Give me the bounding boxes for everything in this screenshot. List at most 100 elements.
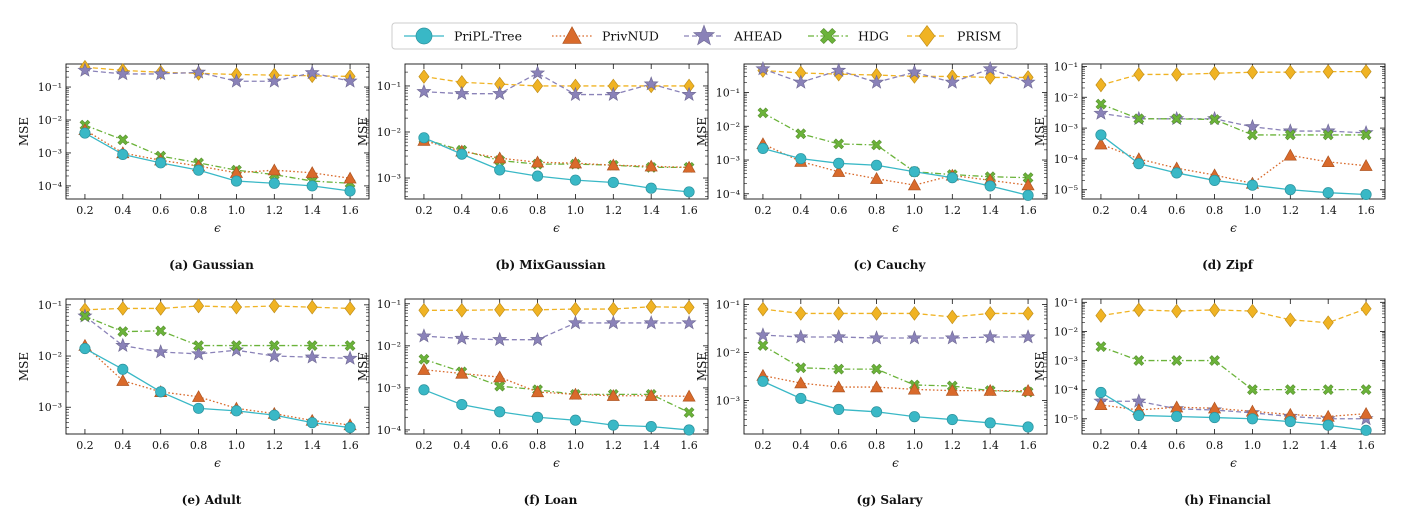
data-point-pripl-tree bbox=[645, 421, 657, 433]
y-tick-label: 10⁻³ bbox=[1054, 355, 1078, 368]
x-axis-label: ϵ bbox=[1230, 456, 1237, 470]
data-point-ahead bbox=[115, 66, 131, 81]
legend-label-privnud: PrivNUD bbox=[602, 29, 659, 44]
panel-caption: (c) Cauchy bbox=[854, 258, 927, 272]
x-tick-label: 1.6 bbox=[341, 439, 359, 452]
data-point-hdg bbox=[795, 128, 807, 140]
x-tick-label: 0.2 bbox=[754, 204, 772, 217]
x-tick-label: 0.2 bbox=[415, 439, 433, 452]
series-line-pripl-tree bbox=[762, 380, 1029, 428]
data-point-prism bbox=[117, 301, 129, 316]
y-tick-label: 10⁻⁴ bbox=[1054, 153, 1079, 166]
data-point-privnud bbox=[945, 383, 959, 396]
data-point-privnud bbox=[606, 158, 620, 171]
data-point-prism bbox=[1095, 308, 1107, 323]
data-point-prism bbox=[569, 301, 581, 317]
x-tick-label: 0.2 bbox=[415, 204, 433, 217]
y-tick-label: 10⁻⁴ bbox=[1054, 384, 1079, 397]
data-point-prism bbox=[456, 302, 468, 318]
y-axis-label: MSE bbox=[695, 352, 709, 381]
x-tick-label: 1.4 bbox=[642, 439, 660, 452]
data-point-hdg bbox=[1171, 355, 1183, 366]
panel-caption: (h) Financial bbox=[1184, 493, 1271, 507]
axes-frame bbox=[743, 298, 1048, 435]
data-point-ahead bbox=[530, 65, 546, 80]
data-point-hdg bbox=[833, 138, 845, 150]
axes-frame bbox=[1081, 63, 1386, 200]
data-point-pripl-tree bbox=[1246, 179, 1258, 191]
series-pripl-tree bbox=[418, 132, 695, 198]
data-point-prism bbox=[193, 298, 205, 314]
series-ahead bbox=[416, 65, 697, 101]
y-tick-label: 10⁻³ bbox=[716, 154, 740, 167]
axes-frame bbox=[404, 63, 709, 200]
x-tick-label: 0.6 bbox=[491, 204, 509, 217]
data-point-pripl-tree bbox=[494, 164, 506, 176]
data-point-privnud bbox=[1094, 137, 1108, 150]
series-line-hdg bbox=[1100, 103, 1367, 136]
data-point-pripl-tree bbox=[306, 417, 318, 429]
data-point-ahead bbox=[454, 85, 470, 101]
y-tick-label: 10⁻¹ bbox=[377, 298, 401, 311]
data-point-ahead bbox=[228, 342, 244, 357]
data-point-pripl-tree bbox=[1133, 409, 1145, 422]
series-line-prism bbox=[762, 308, 1029, 318]
data-point-ahead bbox=[228, 73, 244, 88]
y-axis-label: MSE bbox=[695, 117, 709, 146]
data-point-prism bbox=[1246, 303, 1258, 319]
data-point-pripl-tree bbox=[1322, 419, 1334, 431]
data-point-privnud bbox=[116, 373, 130, 386]
x-axis-label: ϵ bbox=[892, 221, 899, 235]
x-tick-label: 0.6 bbox=[830, 204, 848, 217]
series-line-prism bbox=[423, 75, 690, 87]
x-tick-label: 0.4 bbox=[114, 439, 132, 452]
data-point-prism bbox=[1246, 64, 1258, 80]
x-tick-label: 1.4 bbox=[303, 439, 321, 452]
legend-label-pripl-tree: PriPL-Tree bbox=[454, 29, 522, 44]
y-tick-label: 10⁻³ bbox=[38, 147, 62, 160]
data-point-privnud bbox=[1021, 383, 1035, 396]
series-line-pripl-tree bbox=[423, 137, 690, 193]
data-point-pripl-tree bbox=[795, 392, 807, 405]
data-point-ahead bbox=[115, 337, 131, 352]
series-line-pripl-tree bbox=[423, 389, 690, 431]
data-point-hdg bbox=[231, 340, 242, 351]
x-tick-label: 0.4 bbox=[114, 204, 132, 217]
data-point-ahead bbox=[416, 83, 432, 99]
x-tick-label: 0.2 bbox=[76, 439, 94, 452]
data-point-pripl-tree bbox=[908, 166, 920, 178]
data-point-ahead bbox=[982, 61, 998, 76]
series-line-hdg bbox=[423, 358, 690, 414]
panel-caption: (a) Gaussian bbox=[169, 258, 254, 272]
x-tick-label: 0.2 bbox=[754, 439, 772, 452]
data-point-prism bbox=[344, 301, 356, 316]
data-point-hdg bbox=[683, 407, 695, 418]
x-tick-label: 0.6 bbox=[830, 439, 848, 452]
legend-label-ahead: AHEAD bbox=[733, 29, 782, 44]
series-line-ahead bbox=[423, 322, 690, 341]
data-point-prism bbox=[984, 70, 996, 85]
data-point-pripl-tree bbox=[268, 409, 280, 421]
data-point-pripl-tree bbox=[532, 411, 544, 423]
x-tick-label: 1.0 bbox=[906, 204, 924, 217]
data-point-privnud bbox=[343, 171, 357, 184]
series-line-pripl-tree bbox=[1100, 391, 1367, 432]
data-point-ahead bbox=[492, 85, 508, 101]
data-point-ahead bbox=[77, 62, 93, 77]
data-point-pripl-tree bbox=[1322, 187, 1334, 199]
x-tick-label: 0.4 bbox=[1130, 439, 1148, 452]
data-point-ahead bbox=[567, 315, 583, 330]
data-point-ahead bbox=[906, 330, 922, 345]
series-line-hdg bbox=[1100, 346, 1367, 391]
series-prism bbox=[1095, 64, 1372, 93]
data-point-pripl-tree bbox=[795, 153, 807, 165]
x-tick-label: 0.4 bbox=[453, 439, 471, 452]
data-point-pripl-tree bbox=[1284, 184, 1296, 196]
x-axis-label: ϵ bbox=[1230, 221, 1237, 235]
data-point-pripl-tree bbox=[757, 375, 769, 387]
series-hdg bbox=[79, 310, 356, 351]
data-point-ahead bbox=[567, 86, 583, 101]
data-point-ahead bbox=[793, 74, 809, 89]
data-point-prism bbox=[908, 306, 920, 321]
